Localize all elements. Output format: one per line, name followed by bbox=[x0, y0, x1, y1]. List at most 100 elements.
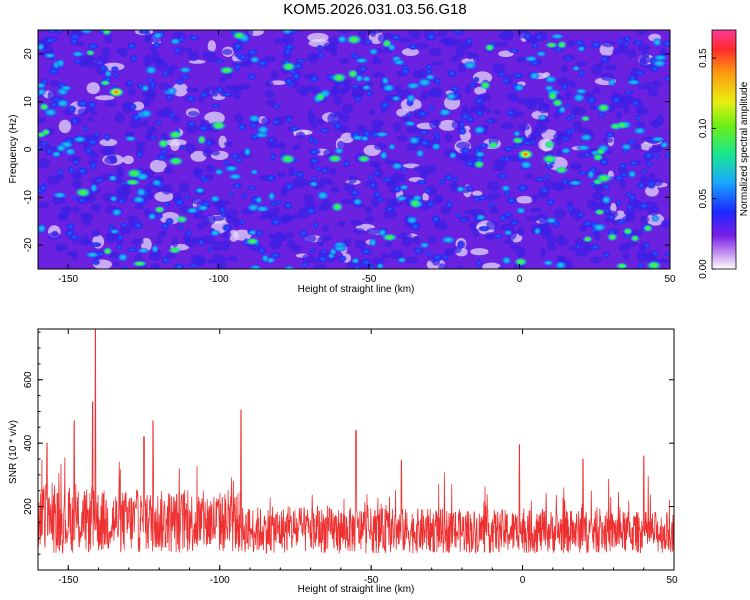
heatmap-cell bbox=[158, 82, 171, 90]
heatmap-cell bbox=[621, 35, 633, 42]
heatmap-cell bbox=[446, 69, 458, 78]
heatmap-cell bbox=[502, 211, 515, 218]
heatmap-cell bbox=[619, 178, 626, 189]
heatmap-cell bbox=[531, 194, 538, 203]
heatmap-cell bbox=[544, 140, 556, 149]
heatmap-low-patch bbox=[94, 95, 115, 101]
heatmap-cell bbox=[367, 174, 375, 182]
heatmap-cell bbox=[488, 140, 500, 150]
heatmap-cell bbox=[606, 214, 617, 220]
heatmap-cell bbox=[543, 173, 552, 180]
heatmap-cell bbox=[472, 125, 487, 135]
heatmap-cell bbox=[641, 50, 650, 59]
heatmap-cell bbox=[529, 207, 543, 213]
heatmap-cell bbox=[119, 221, 129, 229]
heatmap-cell bbox=[622, 227, 633, 236]
heatmap-cell bbox=[222, 159, 230, 166]
heatmap-cell bbox=[409, 126, 420, 134]
heatmap-cell bbox=[494, 41, 508, 48]
heatmap-cell bbox=[67, 233, 81, 241]
heatmap-cell bbox=[617, 36, 624, 46]
heatmap-cell bbox=[268, 136, 275, 144]
heatmap-cell bbox=[115, 244, 124, 251]
heatmap-cell bbox=[219, 65, 235, 75]
heatmap-cell bbox=[282, 200, 294, 211]
heatmap-cell bbox=[601, 40, 615, 48]
heatmap-cell bbox=[615, 198, 622, 208]
heatmap-cell bbox=[586, 169, 596, 180]
heatmap-cell bbox=[373, 190, 382, 199]
heatmap-cell bbox=[239, 218, 246, 227]
heatmap-cell bbox=[152, 41, 162, 49]
heatmap-cell bbox=[575, 212, 587, 218]
heatmap-cell bbox=[221, 223, 233, 232]
heatmap-cell bbox=[431, 252, 444, 262]
heatmap-cell bbox=[103, 145, 115, 155]
heatmap-x-axis-label: Height of straight line (km) bbox=[298, 284, 415, 295]
heatmap-cell bbox=[222, 48, 233, 55]
heatmap-cell bbox=[104, 101, 117, 107]
colorbar-tick-label: 0.15 bbox=[698, 48, 709, 68]
heatmap-cell bbox=[38, 131, 47, 138]
heatmap-cell bbox=[185, 142, 196, 154]
heatmap-cell bbox=[148, 135, 159, 141]
heatmap-cell bbox=[91, 230, 101, 237]
heatmap-cell bbox=[184, 94, 198, 103]
heatmap-cell bbox=[146, 93, 155, 103]
heatmap-cell bbox=[333, 95, 343, 106]
heatmap-cell bbox=[67, 164, 76, 175]
heatmap-cell bbox=[551, 98, 564, 108]
heatmap-cell bbox=[102, 46, 111, 57]
heatmap-cell bbox=[241, 191, 248, 200]
heatmap-y-tick-label: 10 bbox=[23, 96, 34, 108]
heatmap-cell bbox=[455, 44, 466, 55]
heatmap-cell bbox=[199, 90, 209, 99]
heatmap-cell bbox=[140, 84, 150, 93]
heatmap-cell bbox=[134, 140, 147, 149]
heatmap-cell bbox=[543, 75, 558, 84]
heatmap-cell bbox=[103, 69, 113, 78]
heatmap-cell bbox=[563, 55, 573, 62]
heatmap-cell bbox=[255, 228, 264, 239]
heatmap-cell bbox=[632, 144, 642, 150]
heatmap-cell bbox=[462, 160, 477, 168]
heatmap-cell bbox=[101, 30, 112, 36]
heatmap-cell bbox=[650, 136, 666, 143]
heatmap-cell bbox=[533, 227, 542, 236]
heatmap-cell bbox=[576, 45, 587, 53]
heatmap-cell bbox=[231, 41, 245, 52]
heatmap-cell bbox=[125, 79, 134, 87]
heatmap-cell bbox=[139, 108, 153, 119]
heatmap-cell bbox=[627, 192, 637, 202]
heatmap-cell bbox=[651, 37, 663, 47]
heatmap-cell bbox=[597, 61, 604, 71]
heatmap-cell bbox=[150, 244, 160, 254]
heatmap-cell bbox=[38, 42, 46, 52]
heatmap-cell bbox=[125, 246, 139, 253]
heatmap-x-ticks: -150 -100 -50 0 50 bbox=[58, 30, 676, 285]
heatmap-cell bbox=[477, 225, 492, 232]
heatmap-cell bbox=[591, 222, 608, 233]
heatmap-cell bbox=[52, 191, 68, 199]
heatmap-cell bbox=[438, 263, 447, 269]
heatmap-cell bbox=[123, 135, 138, 142]
heatmap-cell bbox=[454, 39, 463, 47]
heatmap-cell bbox=[398, 232, 412, 240]
heatmap-cell bbox=[491, 233, 505, 240]
heatmap-cell bbox=[268, 201, 280, 207]
heatmap-cell bbox=[472, 96, 486, 105]
heatmap-cell bbox=[89, 241, 103, 248]
heatmap-hotspot bbox=[595, 173, 612, 184]
heatmap-cell bbox=[381, 39, 392, 48]
heatmap-cell bbox=[313, 263, 327, 269]
colorbar-label: Normalized spectral amplitude bbox=[739, 81, 750, 216]
heatmap-cell bbox=[85, 137, 100, 147]
heatmap-cell bbox=[583, 151, 592, 159]
heatmap-cell bbox=[357, 30, 368, 37]
heatmap-cell bbox=[330, 47, 338, 57]
heatmap-cell bbox=[120, 179, 127, 187]
heatmap-cell bbox=[84, 251, 101, 259]
heatmap-cell bbox=[372, 170, 382, 177]
heatmap-cell bbox=[444, 133, 453, 143]
heatmap-cell bbox=[622, 89, 636, 96]
